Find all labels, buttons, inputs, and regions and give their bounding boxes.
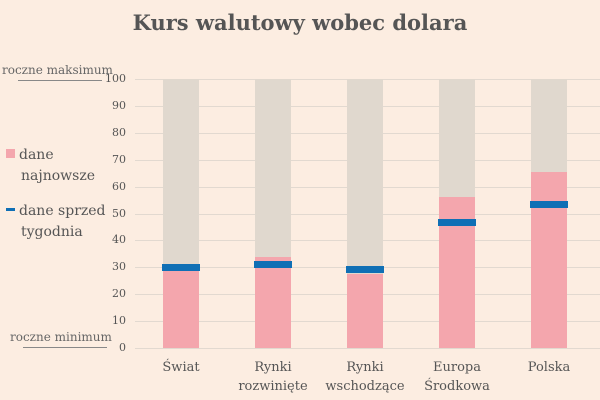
y-tick-label: 100 [105, 72, 126, 85]
y-tick-label: 20 [112, 287, 126, 300]
y-tick-label: 80 [112, 126, 126, 139]
marker-previous-week [530, 201, 568, 208]
marker-previous-week [254, 261, 292, 268]
legend-item-latest: dane [6, 145, 106, 166]
bar-latest [531, 172, 567, 348]
annotation-annual-max-text: roczne maksimum [2, 63, 113, 77]
y-tick-label: 70 [112, 153, 126, 166]
x-category-label: Europa Środkowa [424, 360, 490, 394]
y-tick-label: 60 [112, 180, 126, 193]
legend-label-latest: dane [19, 147, 54, 163]
annotation-underline [23, 347, 107, 348]
bar-latest [347, 274, 383, 348]
annotation-annual-min: roczne minimum [10, 330, 112, 348]
annotation-annual-max: roczne maksimum [2, 63, 113, 81]
x-category-label: Rynki rozwinięte [238, 360, 308, 394]
bar-latest [255, 257, 291, 348]
x-category-label: Rynki wschodzące [325, 360, 405, 394]
y-tick-label: 30 [112, 260, 126, 273]
legend-label-latest-2: najnowsze [21, 168, 95, 184]
gridline [135, 348, 600, 349]
y-tick-label: 50 [112, 207, 126, 220]
legend: dane najnowsze dane sprzed tygodnia [6, 145, 106, 243]
marker-previous-week [438, 219, 476, 226]
chart-title: Kurs walutowy wobec dolara [132, 10, 468, 35]
y-tick-label: 40 [112, 233, 126, 246]
bar-latest [163, 265, 199, 348]
y-tick-label: 10 [112, 314, 126, 327]
y-tick-label: 90 [112, 99, 126, 112]
legend-item-previous: dane sprzed [6, 201, 106, 222]
x-category-label: Polska [527, 360, 571, 375]
marker-previous-week [162, 264, 200, 271]
legend-label-previous-2: tygodnia [21, 224, 83, 240]
legend-swatch-previous [6, 208, 15, 211]
y-tick-label: 0 [119, 341, 126, 354]
legend-label-previous: dane sprzed [19, 203, 106, 219]
annotation-underline [18, 80, 102, 81]
marker-previous-week [346, 266, 384, 273]
legend-swatch-latest [6, 149, 15, 158]
annotation-annual-min-text: roczne minimum [10, 330, 112, 344]
x-category-label: Świat [162, 360, 200, 375]
